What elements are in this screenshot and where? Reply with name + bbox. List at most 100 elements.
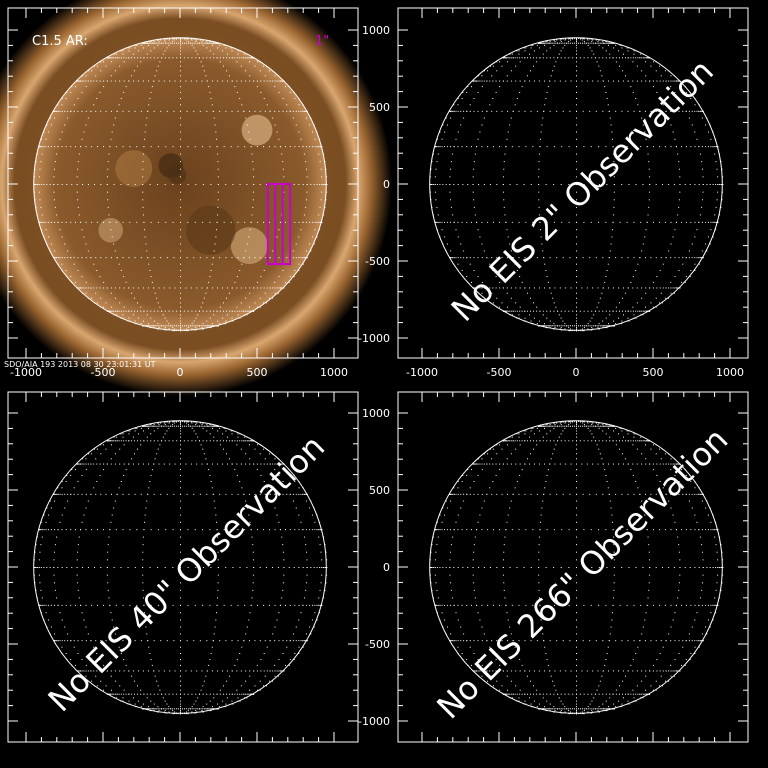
- grid-dot: [206, 310, 208, 312]
- grid-dot: [594, 42, 596, 44]
- grid-dot: [236, 80, 238, 82]
- grid-dot: [107, 168, 109, 170]
- grid-dot: [511, 314, 513, 316]
- grid-dot: [579, 708, 581, 710]
- grid-dot: [627, 287, 629, 289]
- grid-dot: [298, 184, 300, 185]
- grid-dot: [576, 44, 577, 46]
- grid-dot: [187, 713, 189, 715]
- grid-dot: [263, 670, 265, 672]
- grid-dot: [615, 640, 617, 642]
- grid-dot: [251, 57, 253, 59]
- grid-dot: [211, 706, 213, 708]
- grid-dot: [85, 110, 87, 112]
- grid-dot: [546, 221, 548, 223]
- grid-dot: [206, 703, 208, 705]
- grid-dot: [180, 619, 181, 621]
- grid-dot: [164, 40, 166, 42]
- grid-dot: [637, 57, 639, 59]
- grid-dot: [265, 567, 267, 568]
- grid-dot: [557, 310, 559, 312]
- grid-dot: [136, 604, 138, 606]
- grid-dot: [591, 708, 593, 710]
- grid-dot: [688, 117, 690, 119]
- grid-dot: [193, 640, 195, 642]
- grid-dot: [491, 257, 493, 259]
- grid-dot: [142, 551, 144, 553]
- grid-dot: [43, 131, 45, 133]
- grid-dot: [553, 184, 555, 185]
- grid-dot: [70, 640, 72, 642]
- grid-dot: [309, 529, 311, 531]
- grid-dot: [544, 670, 546, 672]
- grid-dot: [109, 146, 111, 148]
- grid-dot: [176, 425, 178, 427]
- grid-dot: [180, 423, 181, 425]
- grid-dot: [525, 47, 527, 49]
- grid-dot: [504, 214, 506, 216]
- grid-dot: [180, 86, 181, 88]
- grid-dot: [43, 604, 45, 606]
- grid-dot: [232, 320, 234, 322]
- grid-dot: [85, 124, 87, 126]
- grid-dot: [196, 80, 198, 82]
- grid-dot: [511, 604, 513, 606]
- grid-dot: [164, 693, 166, 695]
- y-tick-label: 1000: [362, 24, 390, 37]
- grid-dot: [649, 80, 651, 82]
- grid-dot: [613, 287, 615, 289]
- grid-dot: [156, 708, 158, 710]
- grid-dot: [576, 281, 577, 283]
- grid-dot: [553, 302, 555, 304]
- grid-dot: [33, 559, 35, 561]
- grid-dot: [70, 257, 72, 259]
- grid-dot: [142, 199, 144, 201]
- grid-dot: [127, 430, 129, 432]
- grid-dot: [645, 75, 647, 77]
- grid-dot: [644, 693, 646, 695]
- grid-dot: [150, 317, 152, 319]
- grid-dot: [148, 323, 150, 325]
- grid-dot: [714, 214, 716, 216]
- grid-dot: [701, 640, 703, 642]
- grid-dot: [231, 700, 233, 702]
- grid-dot: [515, 287, 517, 289]
- grid-dot: [576, 310, 577, 312]
- grid-dot: [122, 493, 124, 495]
- grid-dot: [151, 86, 153, 88]
- grid-dot: [546, 42, 548, 44]
- grid-dot: [314, 138, 316, 140]
- grid-dot: [180, 47, 181, 49]
- grid-dot: [103, 146, 105, 148]
- grid-dot: [91, 529, 93, 531]
- grid-dot: [525, 146, 527, 148]
- grid-dot: [226, 697, 228, 699]
- grid-dot: [536, 110, 538, 112]
- grid-dot: [61, 640, 63, 642]
- grid-dot: [553, 604, 555, 606]
- grid-dot: [672, 131, 674, 133]
- grid-dot: [699, 153, 701, 155]
- grid-dot: [274, 626, 276, 628]
- grid-dot: [699, 214, 701, 216]
- grid-dot: [694, 146, 696, 148]
- grid-dot: [180, 302, 181, 304]
- grid-dot: [279, 604, 281, 606]
- grid-dot: [136, 529, 138, 531]
- grid-dot: [510, 310, 512, 312]
- grid-dot: [54, 529, 56, 531]
- grid-dot: [305, 221, 307, 223]
- grid-dot: [598, 328, 600, 330]
- grid-dot: [115, 436, 117, 438]
- grid-dot: [106, 559, 108, 561]
- grid-dot: [295, 640, 297, 642]
- grid-dot: [470, 146, 472, 148]
- grid-dot: [70, 221, 72, 223]
- grid-dot: [589, 42, 591, 44]
- grid-dot: [457, 104, 459, 106]
- grid-dot: [646, 57, 648, 59]
- grid-dot: [274, 75, 276, 77]
- grid-dot: [506, 57, 508, 59]
- grid-dot: [109, 310, 111, 312]
- grid-dot: [241, 487, 243, 489]
